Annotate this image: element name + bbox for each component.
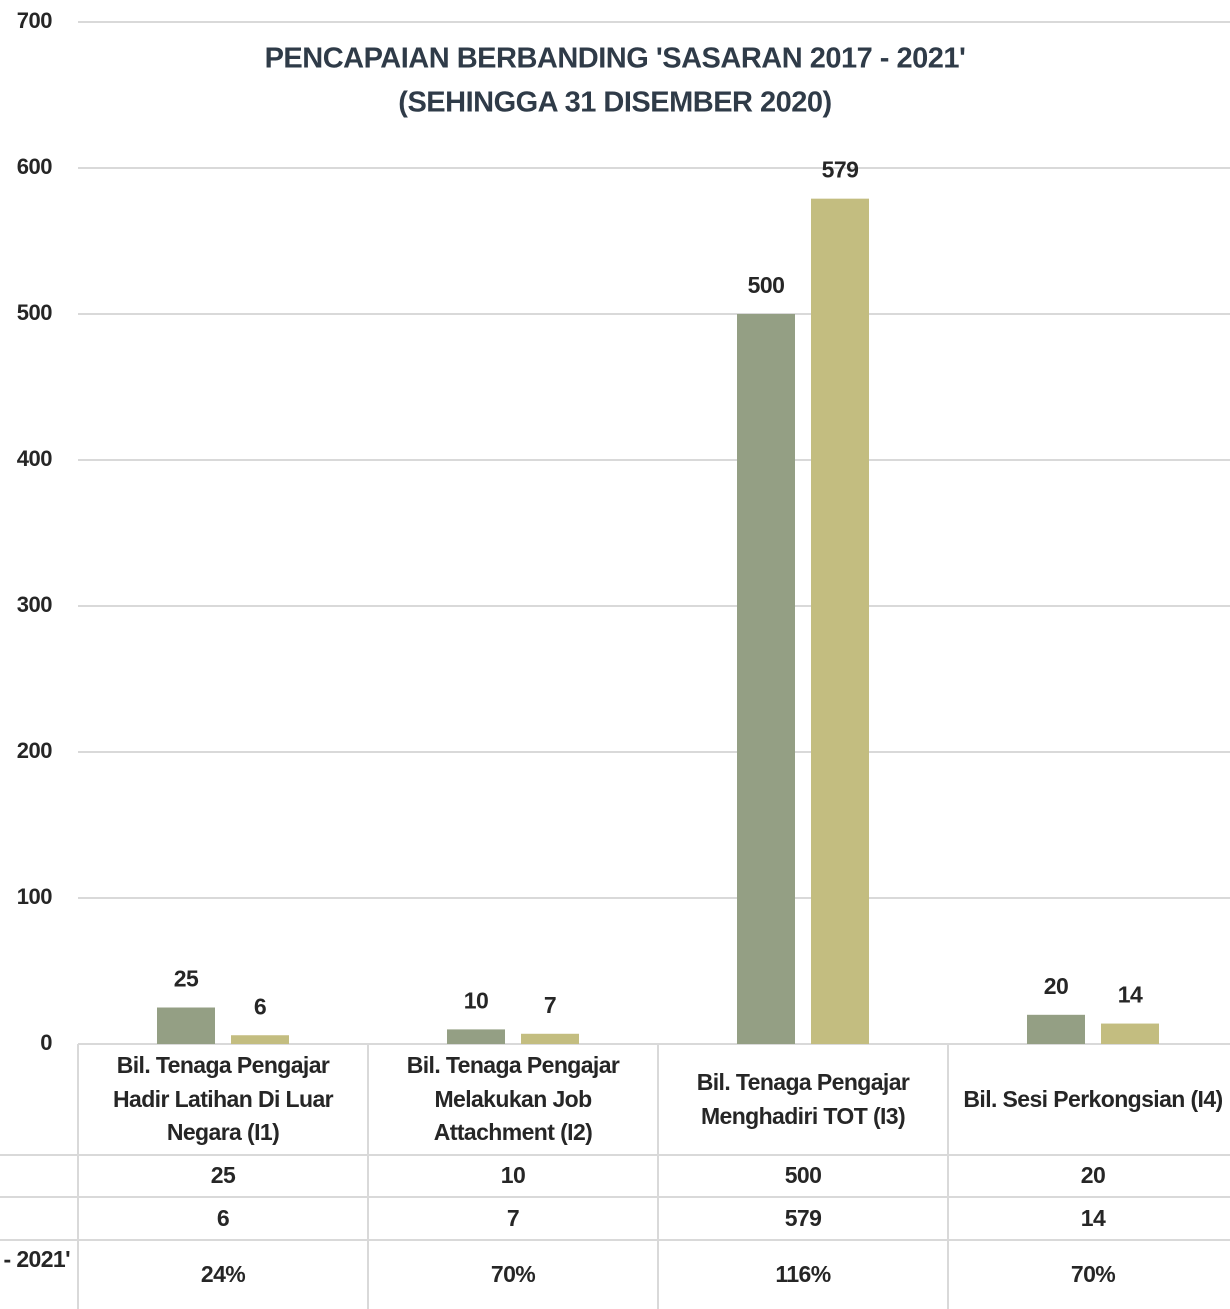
- table-value: 500: [784, 1162, 822, 1189]
- x-tick-label: Bil. Sesi Perkongsian (I4): [963, 1085, 1223, 1112]
- table-value: 10: [500, 1162, 526, 1189]
- x-tick-label: Bil. Tenaga Pengajar Menghadiri TOT (I3): [696, 1069, 910, 1129]
- table-value: 579: [784, 1204, 822, 1231]
- bar: [1101, 1023, 1159, 1044]
- table-percent: 24%: [200, 1260, 246, 1287]
- data-label: 20: [1044, 973, 1069, 999]
- bar: [737, 314, 795, 1044]
- table-percent: 70%: [1070, 1260, 1116, 1287]
- y-tick-label: 500: [17, 300, 52, 325]
- data-label: 579: [822, 157, 859, 183]
- table-percent: 116%: [775, 1260, 831, 1287]
- grid: [78, 21, 1230, 1045]
- chart-title: PENCAPAIAN BERBANDING 'SASARAN 2017 - 20…: [265, 43, 966, 75]
- data-label: 7: [544, 992, 556, 1018]
- table-value: 14: [1080, 1204, 1106, 1231]
- table-value: 7: [506, 1204, 520, 1231]
- y-tick-label: 100: [17, 884, 52, 909]
- data-label: 6: [254, 993, 266, 1019]
- table-value: 6: [216, 1204, 230, 1231]
- data-label: 10: [464, 987, 489, 1013]
- bar: [231, 1035, 289, 1044]
- table-row-label: - 2021': [3, 1246, 71, 1273]
- data-label: 14: [1118, 982, 1143, 1008]
- chart-subtitle: (SEHINGGA 31 DISEMBER 2020): [398, 87, 831, 119]
- bar: [1027, 1014, 1085, 1044]
- x-tick-label: Bil. Tenaga Pengajar Hadir Latihan Di Lu…: [113, 1052, 334, 1146]
- y-tick-label: 0: [40, 1030, 52, 1055]
- table-value: 25: [210, 1162, 236, 1189]
- data-label: 25: [174, 966, 199, 992]
- data-label: 500: [748, 272, 785, 298]
- y-tick-label: 300: [17, 592, 52, 617]
- bar: [447, 1029, 505, 1044]
- bar: [157, 1007, 215, 1044]
- y-tick-label: 400: [17, 446, 52, 471]
- y-tick-label: 200: [17, 738, 52, 763]
- x-tick-label: Bil. Tenaga Pengajar Melakukan Job Attac…: [406, 1052, 620, 1146]
- bar: [521, 1033, 579, 1044]
- table-value: 20: [1080, 1162, 1106, 1189]
- bar: [811, 198, 869, 1044]
- y-tick-label: 700: [17, 8, 52, 33]
- y-tick-label: 600: [17, 154, 52, 179]
- table-percent: 70%: [490, 1260, 536, 1287]
